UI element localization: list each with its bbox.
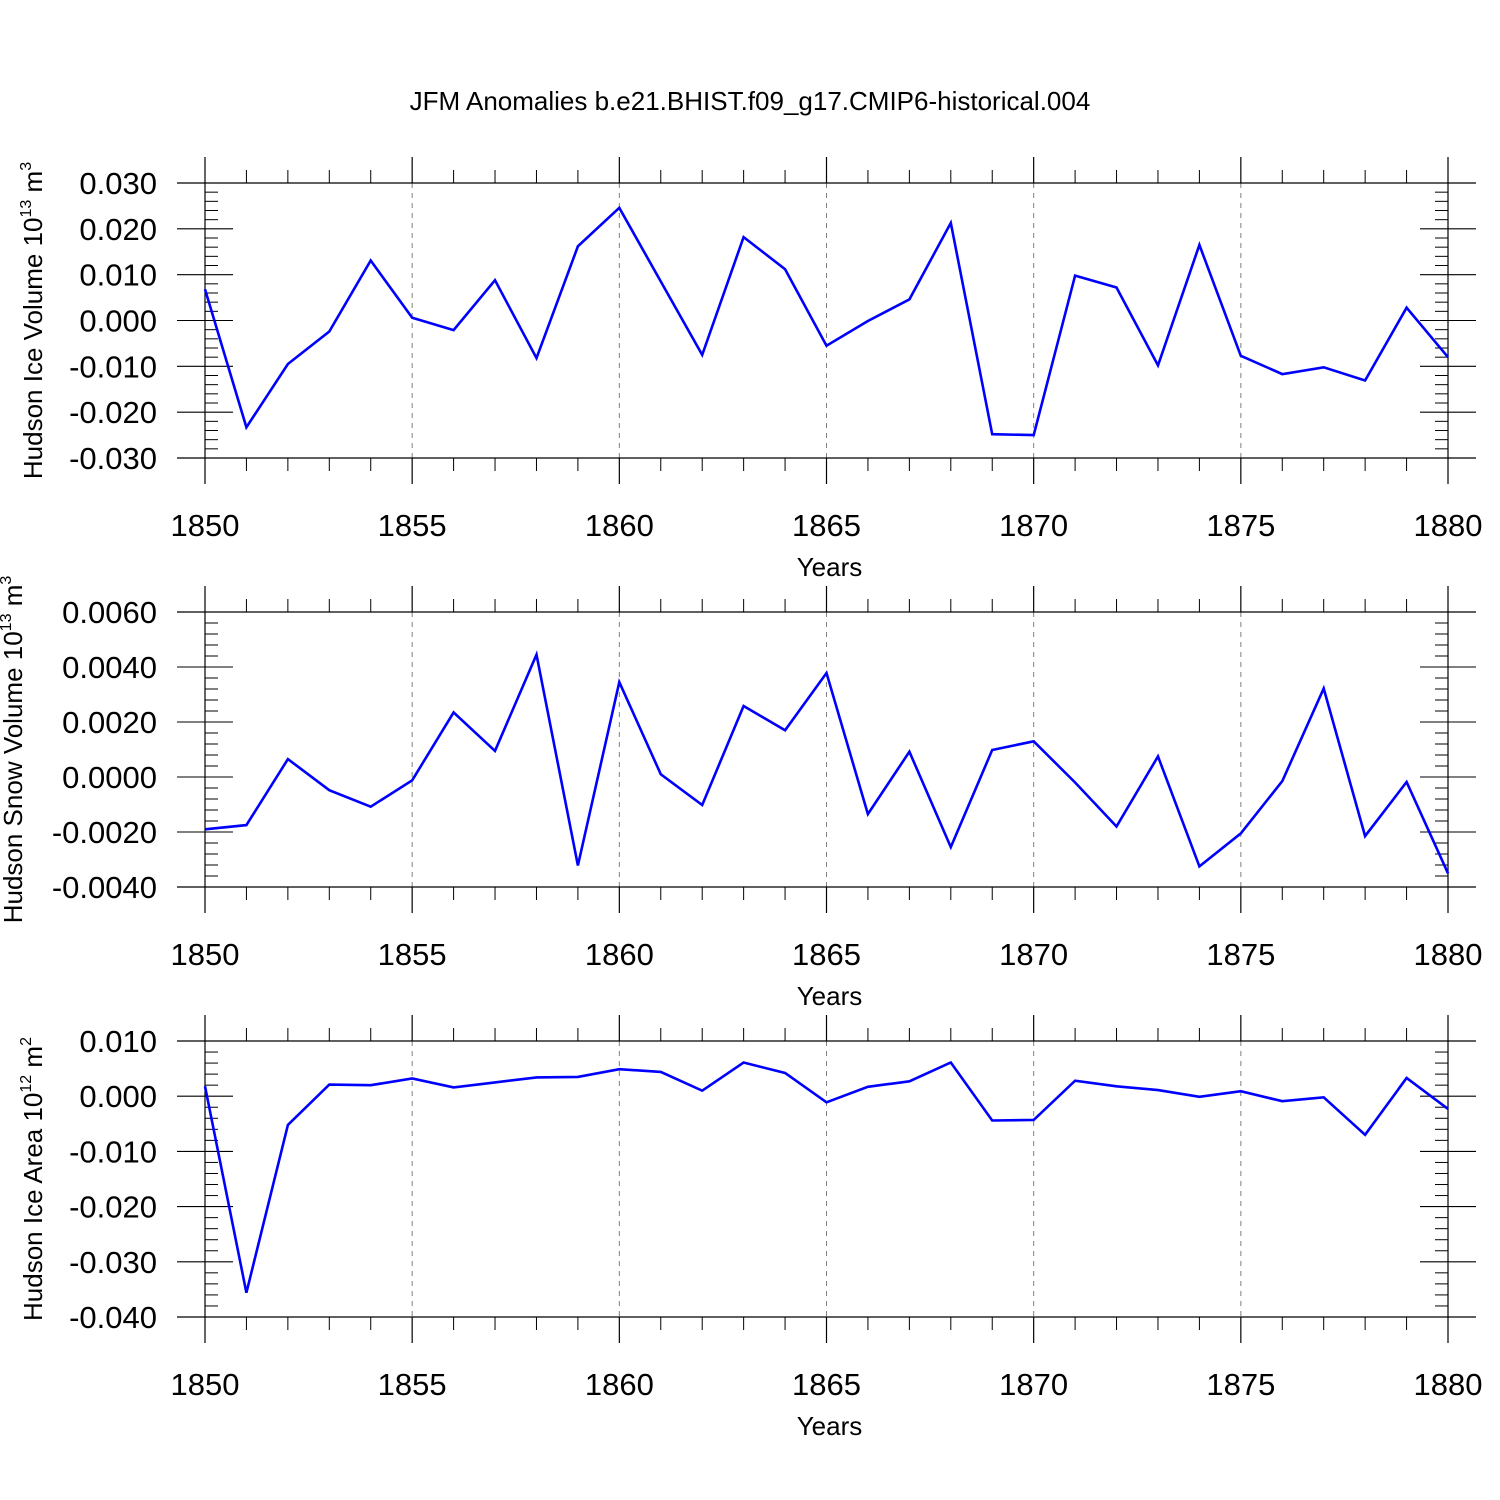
y-tick-label: 0.0020 <box>62 705 157 740</box>
x-tick-label: 1850 <box>171 937 240 972</box>
y-axis-label-exponent: 12 <box>18 1075 35 1093</box>
y-tick-label: -0.020 <box>69 1190 157 1225</box>
x-tick-label: 1855 <box>378 508 447 543</box>
y-tick-label: 0.000 <box>79 304 157 339</box>
x-tick-label: 1855 <box>378 1367 447 1402</box>
y-axis-label: Hudson Snow Volume 1013 m3 <box>0 576 28 924</box>
figure-title: JFM Anomalies b.e21.BHIST.f09_g17.CMIP6-… <box>410 86 1091 116</box>
y-axis-label-unit: m <box>18 171 48 200</box>
chart-panel-1: -0.030 -0.020 -0.010 0.000 0.010 0.020 0.030 18… <box>18 157 1482 582</box>
x-tick-label: 1860 <box>585 508 654 543</box>
y-axis-label-exponent: 13 <box>18 200 35 218</box>
y-tick-label: 0.020 <box>79 212 157 247</box>
x-tick-label: 1875 <box>1206 1367 1275 1402</box>
y-tick-label: 0.010 <box>79 1024 157 1059</box>
y-tick-label: -0.010 <box>69 349 157 384</box>
y-tick-label: 0.030 <box>79 166 157 201</box>
y-axis-label-unit-exponent: 2 <box>18 1037 35 1046</box>
series-line <box>203 1060 1449 1294</box>
x-tick-label: 1870 <box>999 937 1068 972</box>
y-tick-label: 0.0000 <box>62 760 157 795</box>
y-axis-label-unit-exponent: 3 <box>18 162 35 171</box>
y-tick-label: -0.030 <box>69 441 157 476</box>
x-axis-label: Years <box>797 981 863 1011</box>
x-axis-label: Years <box>797 1411 863 1441</box>
y-tick-label: -0.0020 <box>52 815 157 850</box>
y-tick-label: -0.040 <box>69 1300 157 1335</box>
panels: -0.030 -0.020 -0.010 0.000 0.010 0.020 0.030 18… <box>0 157 1482 1441</box>
x-tick-label: 1875 <box>1206 508 1275 543</box>
y-axis-label-unit: m <box>0 585 28 614</box>
chart-panel-2: -0.0040 -0.0020 0.0000 0.0020 0.0040 0.0060 18… <box>0 576 1482 1011</box>
y-axis-label-exponent: 13 <box>0 613 15 631</box>
y-tick-label: 0.010 <box>79 258 157 293</box>
x-tick-label: 1850 <box>171 508 240 543</box>
y-tick-label: -0.010 <box>69 1134 157 1169</box>
x-tick-label: 1860 <box>585 937 654 972</box>
y-tick-label: 0.0040 <box>62 650 157 685</box>
x-tick-label: 1880 <box>1414 1367 1483 1402</box>
y-tick-label: -0.020 <box>69 395 157 430</box>
y-tick-label: 0.0060 <box>62 595 157 630</box>
y-axis-label-unit-exponent: 3 <box>0 576 15 585</box>
x-tick-label: 1870 <box>999 508 1068 543</box>
y-axis-label-main: Hudson Snow Volume 10 <box>0 631 28 923</box>
x-tick-label: 1865 <box>792 937 861 972</box>
y-axis-label-main: Hudson Ice Area 10 <box>18 1093 48 1321</box>
chart-panel-3: -0.040 -0.030 -0.020 -0.010 0.000 0.010 1850 18… <box>18 1015 1482 1441</box>
x-tick-label: 1880 <box>1414 937 1483 972</box>
x-tick-label: 1865 <box>792 1367 861 1402</box>
x-tick-label: 1860 <box>585 1367 654 1402</box>
y-tick-label: 0.000 <box>79 1079 157 1114</box>
y-axis-label-unit: m <box>18 1046 48 1075</box>
x-tick-label: 1870 <box>999 1367 1068 1402</box>
y-tick-label: -0.030 <box>69 1245 157 1280</box>
x-tick-label: 1850 <box>171 1367 240 1402</box>
x-tick-label: 1880 <box>1414 508 1483 543</box>
y-axis-label: Hudson Ice Volume 1013 m3 <box>18 162 48 479</box>
x-tick-label: 1865 <box>792 508 861 543</box>
x-tick-label: 1875 <box>1206 937 1275 972</box>
x-axis-label: Years <box>797 552 863 582</box>
y-axis-label: Hudson Ice Area 1012 m2 <box>18 1037 48 1321</box>
y-tick-label: -0.0040 <box>52 870 157 905</box>
x-tick-label: 1855 <box>378 937 447 972</box>
y-axis-label-main: Hudson Ice Volume 10 <box>18 217 48 479</box>
series-line <box>203 205 1449 437</box>
